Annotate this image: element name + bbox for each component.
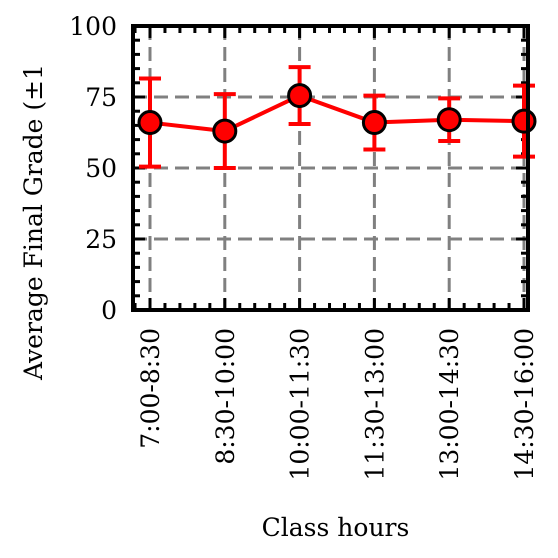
data-point	[137, 110, 163, 136]
series-line	[149, 93, 525, 134]
x-tick-label: 11:30-13:00	[360, 328, 389, 481]
series-layer	[137, 65, 537, 170]
x-tick-label: 7:00-8:30	[136, 328, 165, 449]
x-axis-label: Class hours	[262, 513, 410, 542]
x-tick-label: 14:30-16:00	[510, 328, 539, 481]
y-tick-label: 0	[101, 296, 117, 325]
grid	[133, 26, 528, 310]
y-tick-labels: 0 25 50 75 100	[69, 12, 117, 325]
y-tick-label: 50	[85, 154, 117, 183]
plot-frame	[131, 24, 530, 312]
data-point	[361, 110, 387, 136]
x-tick-label: 8:30-10:00	[211, 328, 240, 465]
y-axis-label: Average Final Grade (±1	[19, 64, 48, 381]
y-tick-label: 100	[69, 12, 117, 41]
x-tick-label: 10:00-11:30	[286, 328, 315, 481]
data-point	[511, 108, 537, 134]
y-tick-label: 25	[85, 225, 117, 254]
data-point	[436, 107, 462, 133]
y-tick-label: 75	[85, 83, 117, 112]
x-tick-labels: 7:00-8:30 8:30-10:00 10:00-11:30 11:30-13:0…	[136, 328, 539, 481]
data-point	[287, 83, 313, 109]
x-tick-label: 13:00-14:30	[435, 328, 464, 481]
data-point	[212, 118, 238, 144]
